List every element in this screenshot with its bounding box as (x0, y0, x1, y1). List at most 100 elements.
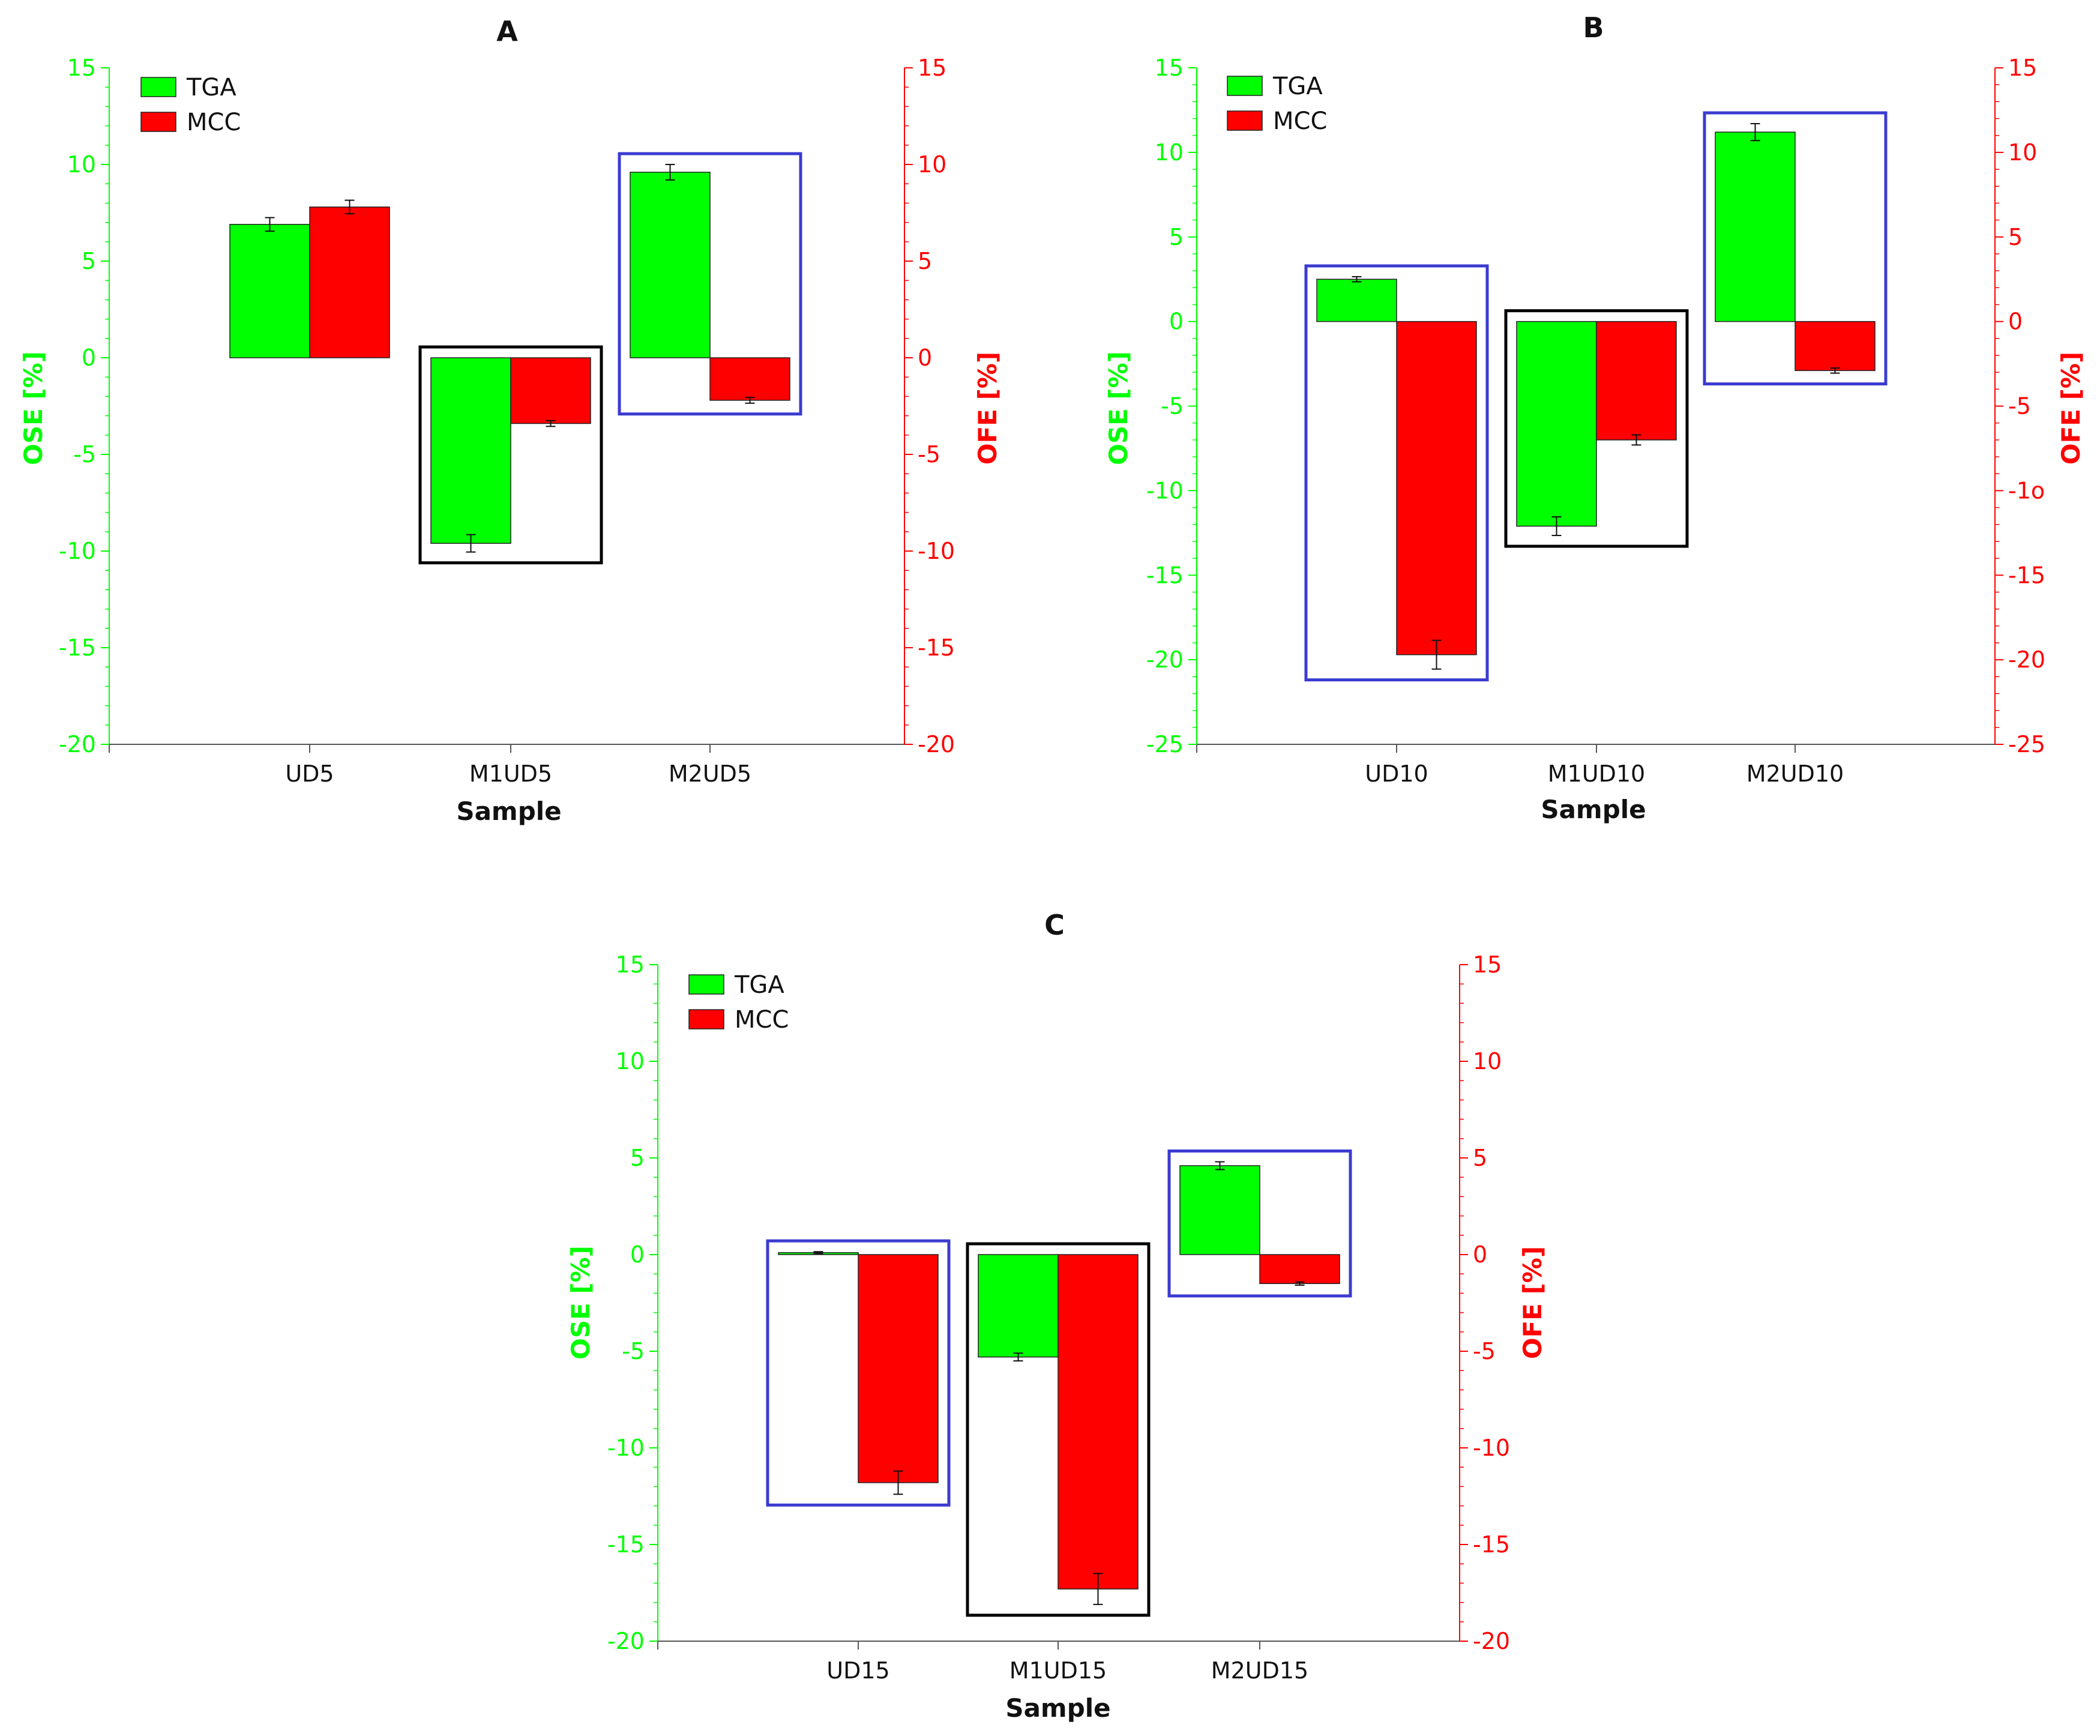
y-right-tick-label: -20 (918, 731, 955, 758)
x-tick-label: UD5 (285, 761, 334, 787)
y-left-tick-label: -10 (607, 1435, 645, 1461)
bar-tga-m1ud10 (1516, 321, 1597, 527)
y-right-tick-label: -5 (1473, 1338, 1496, 1364)
legend-swatch-mcc (140, 112, 176, 132)
legend-label-tga: TGA (1272, 73, 1323, 100)
legend-label-mcc: MCC (187, 109, 241, 136)
y-left-tick-label: 5 (1169, 224, 1184, 250)
y-left-tick-label: -15 (607, 1531, 645, 1558)
legend-swatch-tga (140, 77, 176, 97)
bar-tga-ud10 (1316, 279, 1397, 322)
bar-mcc-m1ud15 (1058, 1254, 1139, 1590)
legend-label-tga: TGA (734, 971, 784, 999)
bar-tga-m2ud10 (1715, 131, 1796, 322)
y-right-tick-label: 10 (1473, 1048, 1502, 1074)
x-axis-label: Sample (456, 797, 561, 826)
legend-label-mcc: MCC (735, 1006, 789, 1034)
y-right-tick-label: -5 (2008, 393, 2031, 420)
y-left-tick-label: -20 (59, 731, 96, 758)
bar-mcc-m2ud5 (709, 357, 790, 401)
y-right-tick-label: 15 (2008, 55, 2037, 81)
chart-title: A (496, 15, 518, 47)
y-right-tick-label: -10 (1473, 1435, 1510, 1461)
bar-mcc-ud10 (1396, 321, 1477, 656)
x-tick-label: M2UD10 (1746, 761, 1844, 787)
x-tick-label: UD10 (1365, 761, 1428, 787)
y-axis-left-label: OSE [%] (19, 351, 48, 465)
panel-b: B Sample OSE [%] OFE [%] 15 15 10 10 5 5 0 0 -5 -… (1104, 11, 2086, 824)
bar-mcc-ud15 (858, 1254, 939, 1483)
y-right-tick-label: 0 (918, 345, 932, 371)
highlight-box-m1ud5 (418, 345, 603, 565)
y-axis-right-label: OFE [%] (1518, 1246, 1547, 1359)
highlight-box-m2ud15 (1167, 1149, 1352, 1298)
y-left-tick-label: 15 (1155, 55, 1184, 81)
bar-mcc-m2ud10 (1795, 321, 1876, 372)
y-right-tick-label: -5 (918, 441, 940, 468)
legend-swatch-mcc (688, 1009, 724, 1029)
x-axis-label: Sample (1541, 795, 1646, 824)
highlight-box-m2ud10 (1703, 111, 1888, 386)
y-left-tick-label: -5 (73, 441, 96, 468)
y-left-tick-label: -15 (59, 634, 96, 661)
y-left-tick-label: 5 (82, 248, 96, 274)
bar-mcc-m1ud5 (510, 357, 591, 424)
y-right-tick-label: 10 (2008, 139, 2037, 166)
y-left-tick-label: -15 (1146, 562, 1184, 588)
y-left-tick-label: -20 (607, 1628, 645, 1654)
bar-mcc-m2ud15 (1259, 1254, 1340, 1285)
y-right-tick-label: -25 (2008, 731, 2045, 758)
y-right-tick-label: 0 (1473, 1241, 1487, 1268)
y-right-tick-label: -15 (1473, 1531, 1510, 1558)
y-right-tick-label: 10 (918, 151, 946, 178)
y-left-tick-label: -5 (1161, 393, 1184, 420)
x-axis-label: Sample (1005, 1693, 1110, 1723)
y-left-tick-label: 15 (616, 951, 645, 978)
chart-title: B (1583, 11, 1604, 44)
y-left-tick-label: 10 (616, 1048, 645, 1074)
y-left-tick-label: 5 (630, 1145, 645, 1171)
x-tick-label: M1UD10 (1548, 761, 1645, 787)
y-right-tick-label: 5 (1473, 1145, 1487, 1171)
highlight-box-m1ud10 (1504, 309, 1689, 548)
y-right-tick-label: -20 (1473, 1628, 1510, 1654)
panel-a: A Sample OSE [%] OFE [%] 15 15 10 10 5 5 0 0 -5 -… (19, 15, 1002, 826)
bar-mcc-m1ud10 (1596, 321, 1677, 441)
y-right-tick-label: -10 (918, 538, 955, 564)
y-right-tick-label: -15 (918, 634, 955, 661)
y-left-tick-label: -5 (622, 1338, 645, 1364)
y-axis-right-label: OFE [%] (973, 352, 1002, 465)
y-left-tick-label: 0 (1169, 309, 1184, 335)
y-right-tick-label: 5 (2008, 224, 2023, 250)
bar-mcc-ud5 (309, 206, 390, 358)
y-left-tick-label: 15 (67, 55, 96, 81)
highlight-box-m1ud15 (966, 1242, 1151, 1617)
bar-tga-m2ud15 (1179, 1165, 1260, 1255)
highlight-box-m2ud5 (618, 152, 802, 416)
x-tick-label: M2UD15 (1211, 1657, 1308, 1684)
y-right-tick-label: 15 (1473, 951, 1502, 978)
y-left-tick-label: -10 (59, 538, 96, 564)
highlight-box-ud15 (766, 1239, 951, 1507)
x-tick-label: UD15 (826, 1657, 889, 1684)
legend-swatch-mcc (1227, 110, 1263, 131)
y-left-tick-label: -20 (1146, 646, 1184, 673)
y-left-tick-label: 0 (82, 345, 96, 371)
y-left-tick-label: -10 (1146, 477, 1184, 504)
x-tick-label: M1UD5 (469, 761, 552, 787)
legend-swatch-tga (1227, 76, 1263, 96)
y-right-tick-label: -20 (2008, 646, 2045, 673)
bar-tga-ud5 (229, 224, 310, 358)
y-left-tick-label: 10 (67, 151, 96, 178)
bar-tga-m1ud15 (978, 1254, 1059, 1358)
legend-label-tga: TGA (186, 74, 236, 101)
y-axis-left-label: OSE [%] (566, 1246, 595, 1360)
y-right-tick-label: 15 (918, 55, 946, 81)
y-left-tick-label: -25 (1146, 731, 1184, 758)
highlight-box-ud10 (1304, 264, 1489, 682)
y-left-tick-label: 0 (630, 1241, 645, 1268)
chart-title: C (1044, 909, 1065, 941)
y-axis-right-label: OFE [%] (2056, 352, 2086, 465)
bar-tga-m2ud5 (630, 172, 711, 358)
